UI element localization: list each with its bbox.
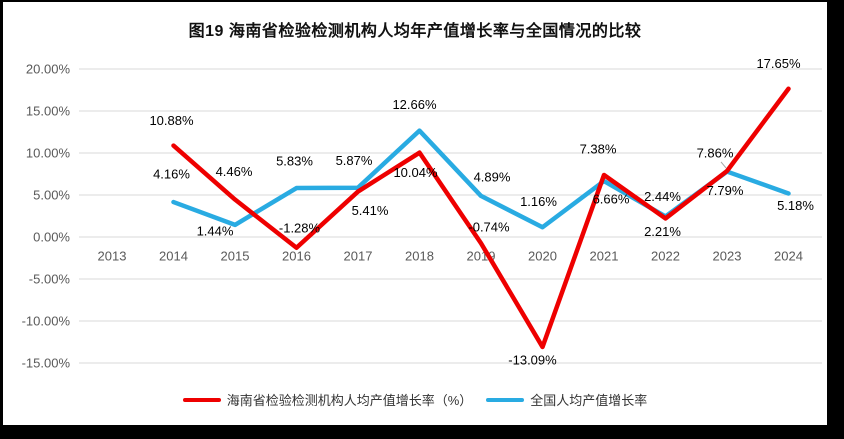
data-label: 17.65% <box>756 56 801 71</box>
y-tick-label: -15.00% <box>22 356 71 371</box>
chart-legend: 海南省检验检测机构人均产值增长率（%） 全国人均产值增长率 <box>3 390 827 409</box>
data-label: 4.46% <box>216 164 253 179</box>
legend-label-hainan: 海南省检验检测机构人均产值增长率（%） <box>226 393 473 408</box>
y-tick-label: 15.00% <box>26 104 71 119</box>
x-tick-label: 2024 <box>774 249 803 264</box>
x-tick-label: 2014 <box>159 249 188 264</box>
data-label: 2.21% <box>644 224 681 239</box>
data-label: 12.66% <box>392 97 437 112</box>
x-tick-label: 2013 <box>98 249 127 264</box>
x-tick-label: 2021 <box>590 249 619 264</box>
data-label: -0.74% <box>468 220 510 235</box>
data-label: 5.87% <box>336 153 373 168</box>
x-tick-label: 2015 <box>221 249 250 264</box>
y-tick-label: 0.00% <box>33 230 70 245</box>
legend-label-national: 全国人均产值增长率 <box>530 393 648 408</box>
data-label: 10.04% <box>393 165 438 180</box>
y-tick-label: -10.00% <box>22 314 71 329</box>
y-tick-label: 20.00% <box>26 62 71 77</box>
data-label: 6.66% <box>593 192 630 207</box>
legend-line-blue-icon <box>486 397 525 402</box>
data-label: 7.38% <box>580 142 617 157</box>
data-label: 5.18% <box>777 198 814 213</box>
y-tick-label: 10.00% <box>26 146 71 161</box>
y-tick-label: -5.00% <box>29 272 71 287</box>
data-label: 7.86% <box>697 145 734 160</box>
data-label: 1.44% <box>197 223 234 238</box>
legend-item-national: 全国人均产值增长率 <box>486 390 647 409</box>
data-label: 7.79% <box>707 183 744 198</box>
x-tick-label: 2018 <box>405 249 434 264</box>
label-leader-line <box>720 161 727 169</box>
data-label: 4.16% <box>153 167 190 182</box>
chart-canvas: 图19 海南省检验检测机构人均年产值增长率与全国情况的比较 20.00% 15.0… <box>3 2 827 425</box>
y-tick-label: 5.00% <box>33 188 70 203</box>
data-label: 2.44% <box>644 189 681 204</box>
series-line-hainan <box>171 86 791 350</box>
x-tick-label: 2020 <box>528 249 557 264</box>
data-label: 5.41% <box>352 203 389 218</box>
data-label: 1.16% <box>520 194 557 209</box>
x-tick-label: 2016 <box>282 249 311 264</box>
x-tick-label: 2017 <box>344 249 373 264</box>
data-label: 10.88% <box>149 113 194 128</box>
chart-title: 图19 海南省检验检测机构人均年产值增长率与全国情况的比较 <box>188 23 642 40</box>
legend-line-red-icon <box>182 397 221 402</box>
data-label: 4.89% <box>474 169 511 184</box>
chart-plot-area: 20.00% 15.00% 10.00% 5.00% 0.00% -5.00% -10.00… <box>22 56 822 371</box>
x-tick-label: 2023 <box>713 249 742 264</box>
data-label: 5.83% <box>276 154 313 169</box>
x-tick-label: 2022 <box>651 249 680 264</box>
legend-item-hainan: 海南省检验检测机构人均产值增长率（%） <box>182 390 473 409</box>
data-label: -13.09% <box>508 352 557 367</box>
data-label: -1.28% <box>279 220 321 235</box>
